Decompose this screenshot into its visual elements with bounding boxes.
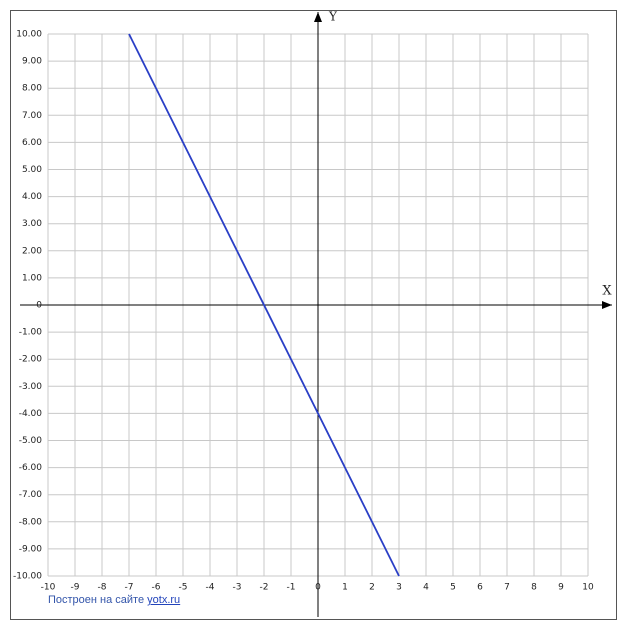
x-tick-label: 7 <box>504 583 510 593</box>
y-tick-label: 0 <box>36 301 42 311</box>
x-tick-label: -3 <box>233 583 242 593</box>
x-tick-label: 8 <box>531 583 537 593</box>
y-tick-label: 9.00 <box>22 57 42 67</box>
y-tick-label: -5.00 <box>19 436 43 446</box>
y-axis-label: Y <box>328 10 338 24</box>
x-axis-label: X <box>602 284 612 299</box>
x-tick-label: -9 <box>71 583 80 593</box>
frame <box>10 10 617 620</box>
y-tick-label: 4.00 <box>22 192 42 202</box>
y-tick-label: -2.00 <box>19 355 43 365</box>
y-tick-label: 3.00 <box>22 219 42 229</box>
x-tick-label: 0 <box>315 583 321 593</box>
y-axis-arrow <box>314 12 322 22</box>
x-tick-label: -7 <box>125 583 134 593</box>
x-tick-label: 6 <box>477 583 483 593</box>
y-tick-label: -10.00 <box>13 572 42 582</box>
y-tick-label: -6.00 <box>19 463 43 473</box>
x-tick-label: -1 <box>287 583 296 593</box>
y-tick-label: -1.00 <box>19 328 43 338</box>
x-tick-label: -5 <box>179 583 188 593</box>
y-tick-label: -7.00 <box>19 490 43 500</box>
y-tick-label: 5.00 <box>22 165 42 175</box>
x-tick-label: 5 <box>450 583 456 593</box>
x-axis-arrow <box>602 301 612 309</box>
x-tick-label: 1 <box>342 583 348 593</box>
footer-link[interactable]: yotx.ru <box>147 594 181 606</box>
y-tick-label: 8.00 <box>22 84 42 94</box>
y-tick-label: -4.00 <box>19 409 43 419</box>
y-tick-label: 1.00 <box>22 273 42 283</box>
plot <box>20 12 612 617</box>
data-line <box>128 33 400 577</box>
x-tick-label: -6 <box>152 583 161 593</box>
x-tick-label: -10 <box>41 583 56 593</box>
y-tick-label: 10.00 <box>16 30 42 40</box>
x-tick-label: -2 <box>260 583 269 593</box>
footer-text: Построен на сайте <box>48 594 145 606</box>
x-tick-label: 9 <box>558 583 564 593</box>
y-tick-label: 6.00 <box>22 138 42 148</box>
y-tick-label: 7.00 <box>22 111 42 121</box>
x-tick-label: -4 <box>206 583 215 593</box>
y-tick-label: -8.00 <box>19 517 43 527</box>
footer: Построен на сайте yotx.ru <box>48 594 180 606</box>
y-tick-label: -3.00 <box>19 382 43 392</box>
x-tick-label: -8 <box>98 583 107 593</box>
x-tick-label: 2 <box>369 583 375 593</box>
y-tick-label: -9.00 <box>19 544 43 554</box>
y-tick-label: 2.00 <box>22 246 42 256</box>
x-tick-label: 3 <box>396 583 402 593</box>
x-tick-label: 4 <box>423 583 429 593</box>
x-tick-label: 10 <box>582 583 594 593</box>
